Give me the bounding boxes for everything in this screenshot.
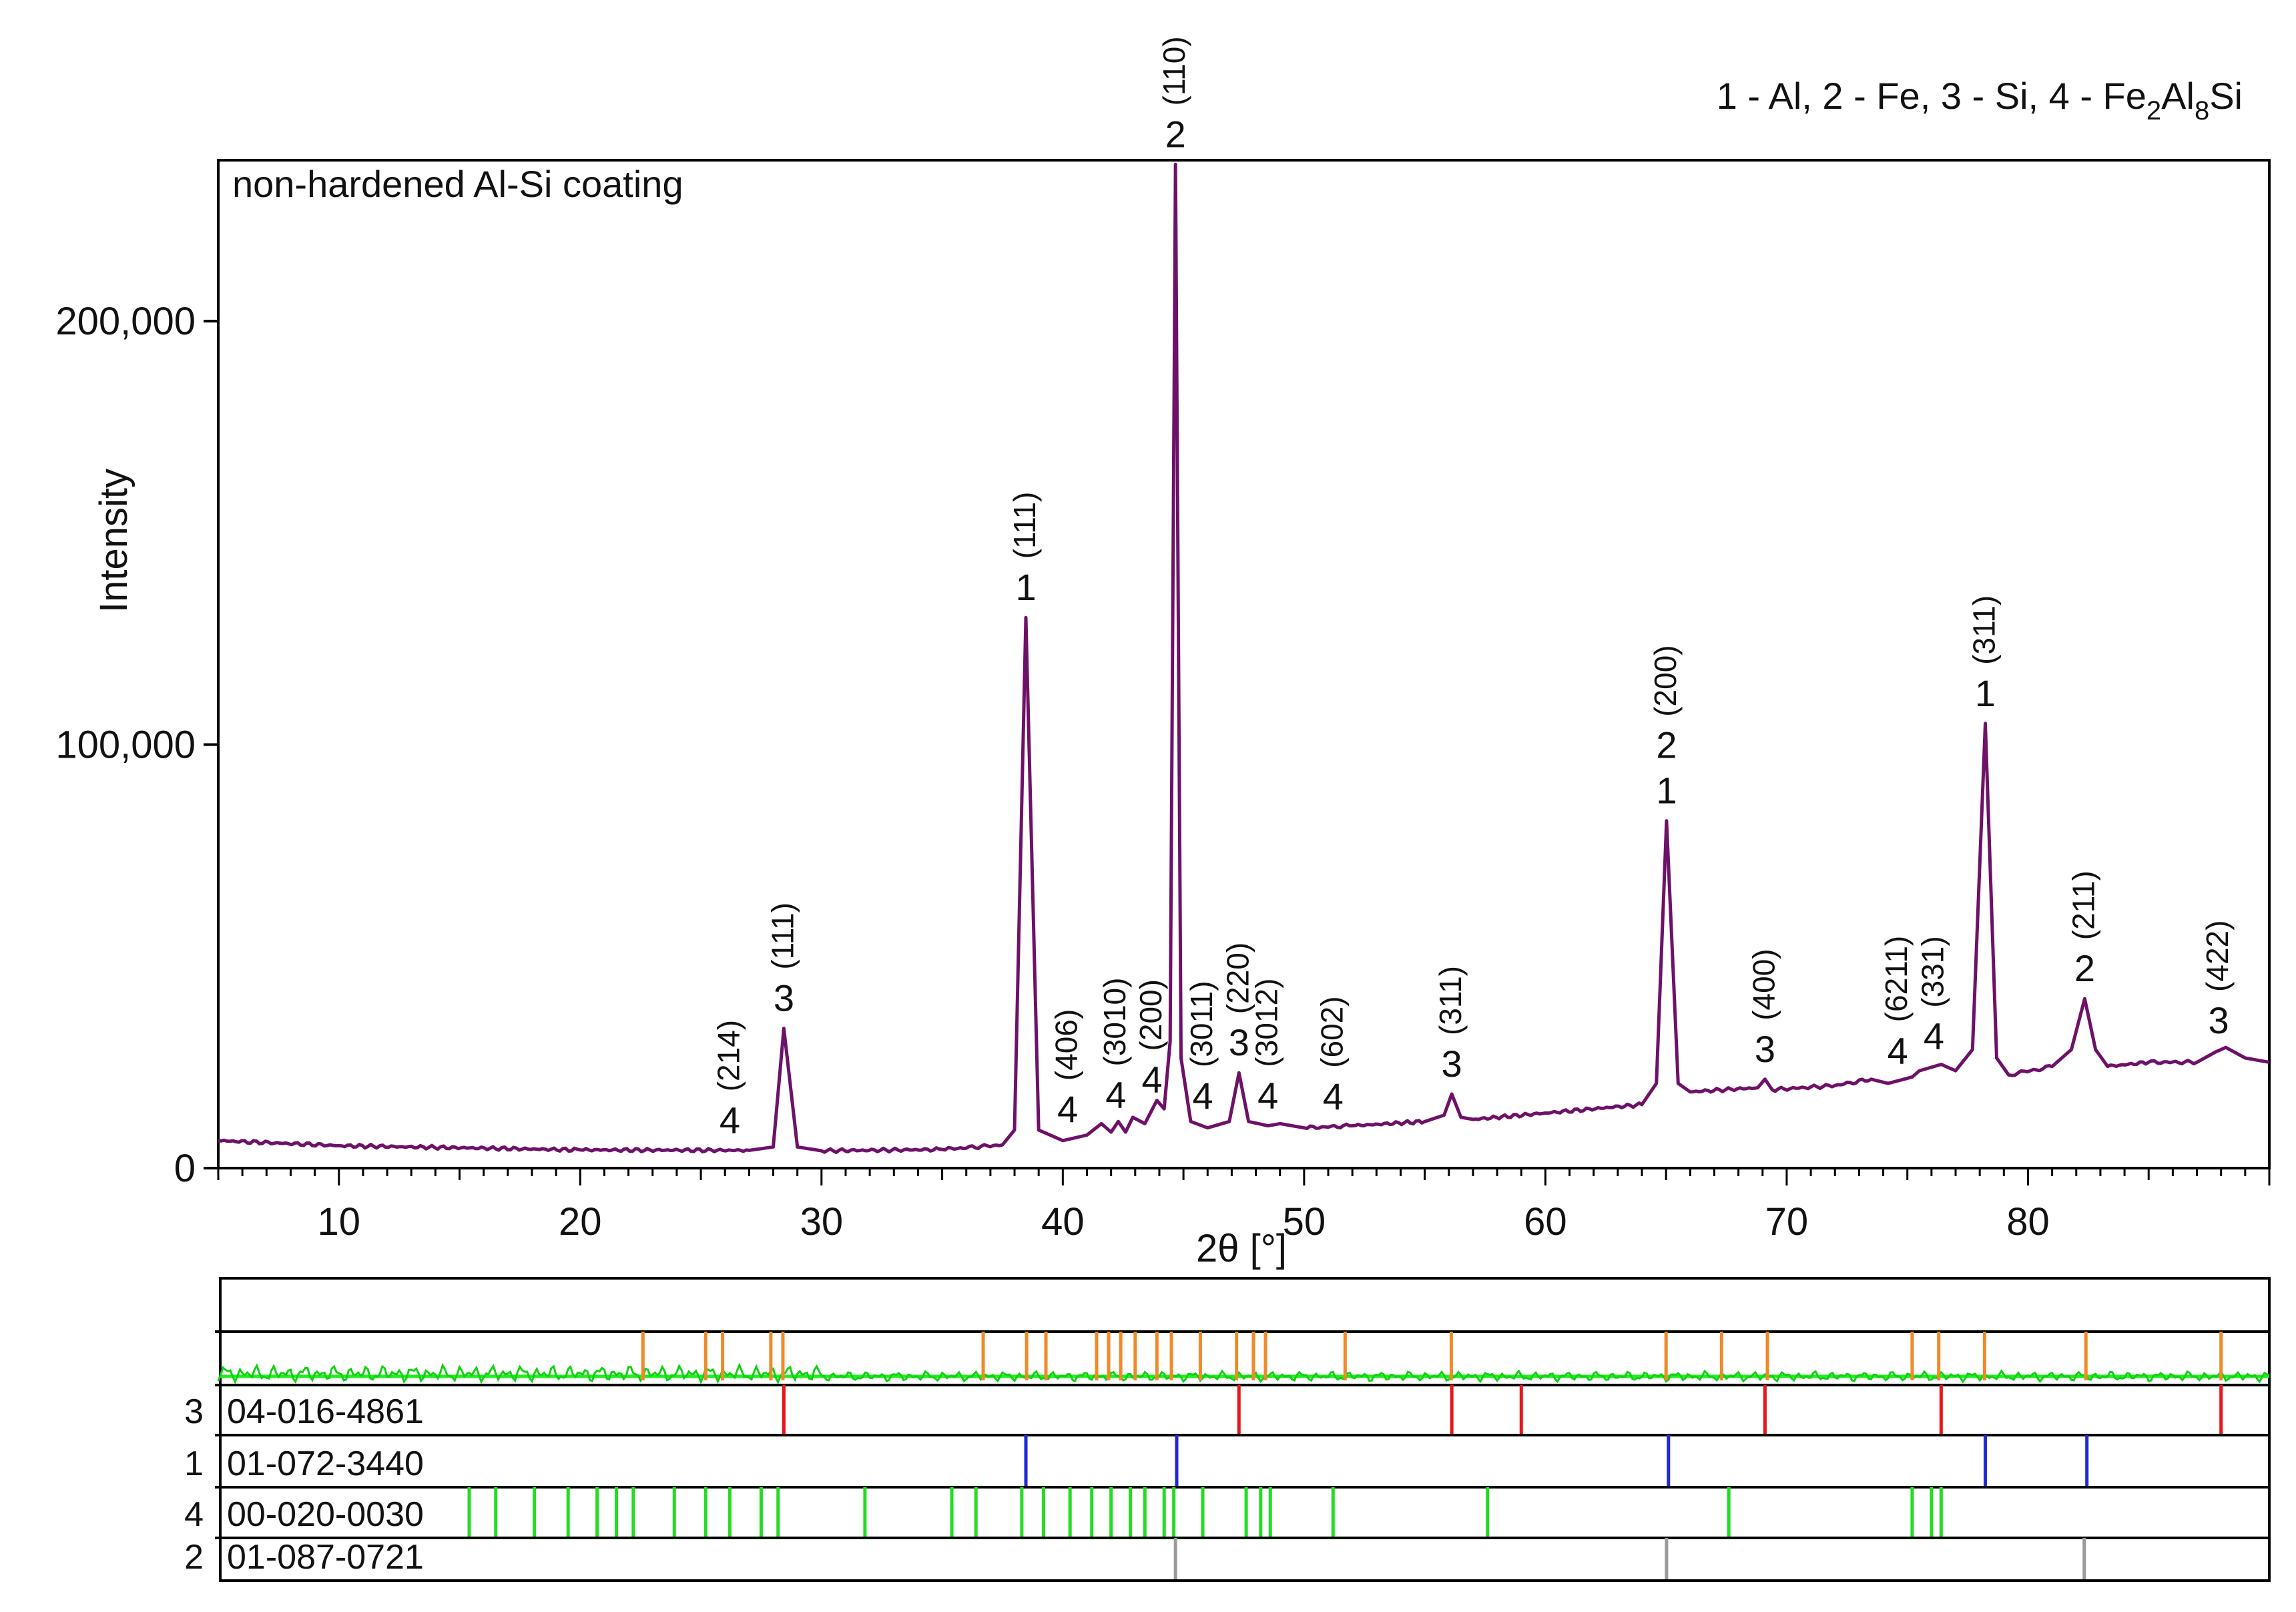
x-tick-label: 60: [1524, 1200, 1567, 1244]
reference-card-code: 01-087-0721: [227, 1538, 424, 1577]
peak-hkl-index: (3011): [1184, 981, 1219, 1067]
peak-phase-number: 3: [774, 977, 794, 1019]
x-tick-label: 70: [1765, 1200, 1809, 1244]
peak-label: 4 (200): [1133, 979, 1168, 1100]
x-tick-label: 20: [559, 1200, 602, 1244]
reference-phase-number: 4: [184, 1495, 204, 1534]
peak-label: 3 (111): [765, 902, 800, 1019]
series-layer: [218, 162, 2270, 1154]
x-axis: 10 20 30 40 50 60 70 80: [217, 1168, 2271, 1244]
x-tick-label: 80: [2006, 1200, 2050, 1244]
legend-main: 1 - Al, 2 - Fe, 3 - Si, 4 - Fe: [1717, 75, 2146, 117]
peak-phase-number: 4: [720, 1099, 740, 1141]
peak-label: 4 (3012): [1249, 979, 1284, 1117]
peak-hkl-index: (406): [1049, 1009, 1084, 1081]
peak-label: 12 (200): [1648, 645, 1683, 811]
y-axis-label: Intensity: [92, 469, 135, 613]
legend-al: Al: [2161, 75, 2195, 117]
x-tick-label: 40: [1041, 1200, 1085, 1244]
diffraction-series-line: [218, 162, 2270, 1154]
peak-hkl-index: (422): [2200, 920, 2235, 992]
reference-phase-number: 2: [184, 1538, 204, 1577]
reference-card-code: 00-020-0030: [227, 1495, 424, 1534]
peak-phase-number: 4: [1057, 1088, 1078, 1130]
peak-hkl-index: (220): [1220, 943, 1255, 1014]
peak-phase-number: 3: [1229, 1021, 1249, 1063]
plot-frame: [217, 159, 2271, 1169]
peak-phase-number: 3: [2209, 999, 2229, 1041]
x-axis-label: 2θ [°]: [1196, 1227, 1287, 1270]
legend-si: Si: [2209, 75, 2243, 117]
peak-label: 3 (220): [1220, 943, 1255, 1063]
peak-hkl-index: (111): [1007, 492, 1042, 559]
sample-title: non-hardened Al-Si coating: [232, 163, 683, 205]
y-axis: 0 100,000 200,000: [55, 300, 218, 1190]
peak-hkl-index: (311): [1966, 595, 2001, 665]
peak-hkl-index: (400): [1746, 949, 1781, 1020]
peak-label: 4 (3010): [1097, 978, 1132, 1116]
y-tick-label: 200,000: [55, 300, 196, 343]
peak-hkl-index: (111): [765, 902, 800, 970]
peak-hkl-index: (3010): [1097, 978, 1132, 1067]
reference-panel-frame: [219, 1277, 2271, 1582]
reference-patterns: 3 04-016-4861 1 01-072-3440 4 00-020-0030 2 01-…: [184, 1330, 2270, 1579]
legend-subscript-2: 2: [2146, 96, 2161, 125]
peak-hkl-index: (3012): [1249, 979, 1284, 1067]
peak-hkl-index: (200): [1133, 979, 1168, 1051]
peak-hkl-index: (200): [1648, 645, 1683, 716]
peak-label: 2 (110): [1157, 36, 1191, 155]
peak-phase-number: 4: [1323, 1075, 1344, 1117]
peak-label: 4 (6211): [1879, 936, 1914, 1072]
legend-subscript-8: 8: [2195, 96, 2209, 125]
difference-curve: [217, 1362, 2270, 1385]
peak-label: 1 (311): [1966, 595, 2001, 714]
peak-label: 4 (602): [1314, 996, 1349, 1117]
peak-phase-number: 2: [1656, 724, 1677, 766]
phase-legend: 1 - Al, 2 - Fe, 3 - Si, 4 - Fe2Al8Si: [1717, 75, 2243, 125]
peak-label: 2 (211): [2066, 870, 2100, 989]
peak-hkl-index: (211): [2066, 870, 2100, 940]
peak-phase-number: 4: [1924, 1015, 1944, 1057]
reference-phase-number: 3: [184, 1392, 204, 1431]
y-tick-label: 0: [174, 1147, 196, 1190]
peak-phase-number: 1: [1015, 566, 1036, 608]
x-tick-label: 50: [1283, 1200, 1326, 1244]
reference-phase-number: 1: [184, 1444, 204, 1483]
peak-label: 3 (422): [2200, 920, 2235, 1041]
peak-hkl-index: (602): [1314, 996, 1349, 1067]
peak-hkl-index: (331): [1915, 936, 1950, 1007]
x-tick-label: 10: [318, 1200, 361, 1244]
reference-card-code: 01-072-3440: [227, 1444, 424, 1483]
peak-label: 1 (111): [1007, 492, 1042, 609]
peak-phase-number: 4: [1257, 1075, 1278, 1117]
peak-labels: 4(214)3(111)1(111)4(406)4(3010)4(200)2(1…: [711, 36, 2235, 1141]
peak-hkl-index: (6211): [1879, 936, 1914, 1023]
reference-card-code: 04-016-4861: [227, 1392, 424, 1431]
peak-phase-number: 1: [1656, 770, 1677, 812]
peak-phase-number: 3: [1442, 1043, 1462, 1085]
peak-label: 3 (311): [1433, 966, 1468, 1085]
peak-phase-number: 4: [1888, 1029, 1908, 1071]
peak-label: 4 (214): [711, 1020, 746, 1141]
peak-phase-number: 2: [1165, 113, 1186, 155]
peak-label: 4 (406): [1049, 1009, 1084, 1130]
y-tick-label: 100,000: [55, 724, 196, 767]
peak-phase-number: 2: [2074, 947, 2095, 989]
peak-phase-number: 3: [1755, 1028, 1775, 1070]
peak-phase-number: 4: [1105, 1073, 1126, 1115]
peak-phase-number: 4: [1192, 1075, 1213, 1117]
peak-label: 4 (331): [1915, 936, 1950, 1057]
peak-hkl-index: (311): [1433, 966, 1468, 1035]
peak-hkl-index: (110): [1157, 36, 1191, 105]
peak-phase-number: 1: [1975, 672, 1996, 714]
peak-hkl-index: (214): [711, 1020, 746, 1091]
peak-label: 4 (3011): [1184, 981, 1219, 1117]
peak-label: 3 (400): [1746, 949, 1781, 1069]
x-tick-label: 30: [800, 1200, 844, 1244]
peak-phase-number: 4: [1142, 1058, 1163, 1100]
